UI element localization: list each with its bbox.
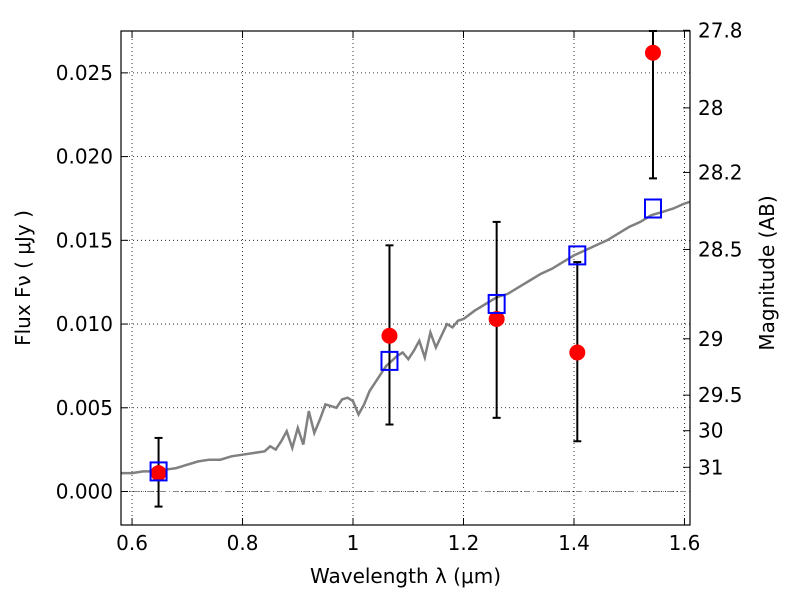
- magnitude-tick-label: 28: [698, 96, 723, 120]
- y-axis-title: Flux Fν ( μJy ): [11, 210, 35, 346]
- observed-point: [150, 465, 167, 482]
- y-tick-label: 0.005: [56, 396, 113, 420]
- x-tick-label: 1.6: [669, 531, 701, 555]
- error-bars: [154, 30, 657, 508]
- magnitude-tick-label: 30: [698, 419, 723, 443]
- model-point: [380, 350, 399, 371]
- observed-point: [381, 327, 398, 344]
- observed-point: [644, 44, 661, 61]
- x-tick-label: 0.8: [227, 531, 259, 555]
- magnitude-axis-ticks: 27.8 28 28.2 28.5 29 29.5 30 31: [683, 18, 743, 479]
- magnitude-axis-title: Magnitude (AB): [755, 195, 779, 350]
- y-tick-label: 0.015: [56, 228, 113, 252]
- grid-lines: [121, 31, 690, 525]
- y-tick-label: 0.010: [56, 312, 113, 336]
- y-tick-label: 0.025: [56, 61, 113, 85]
- model-point: [568, 245, 587, 266]
- magnitude-tick-label: 29: [698, 327, 723, 351]
- model-point: [149, 461, 168, 482]
- magnitude-tick-label: 28.5: [698, 237, 743, 261]
- magnitude-tick-label: 31: [698, 455, 723, 479]
- spectrum-line: [121, 200, 691, 475]
- magnitude-tick-label: 28.2: [698, 160, 743, 184]
- x-axis-ticks: 0.6 0.8 1 1.2 1.4 1.6: [116, 31, 700, 555]
- model-point: [643, 198, 662, 219]
- observed-point: [488, 311, 505, 328]
- model-photometry-series: [149, 198, 662, 482]
- y-tick-label: 0.000: [56, 480, 113, 504]
- magnitude-tick-label: 29.5: [698, 383, 743, 407]
- observed-flux-series: [150, 44, 661, 482]
- x-tick-label: 1.4: [558, 531, 590, 555]
- y-tick-label: 0.020: [56, 145, 113, 169]
- x-axis-title: Wavelength λ (μm): [310, 564, 501, 588]
- y-axis-ticks: 0.000 0.005 0.010 0.015 0.020 0.025: [56, 61, 128, 504]
- plot-frame: [120, 30, 691, 526]
- magnitude-tick-label: 27.8: [698, 18, 743, 42]
- observed-point: [569, 344, 586, 361]
- x-tick-label: 1: [347, 531, 360, 555]
- model-point: [487, 293, 506, 314]
- model-spectrum-series: [121, 200, 691, 475]
- x-tick-label: 0.6: [116, 531, 148, 555]
- x-tick-label: 1.2: [448, 531, 480, 555]
